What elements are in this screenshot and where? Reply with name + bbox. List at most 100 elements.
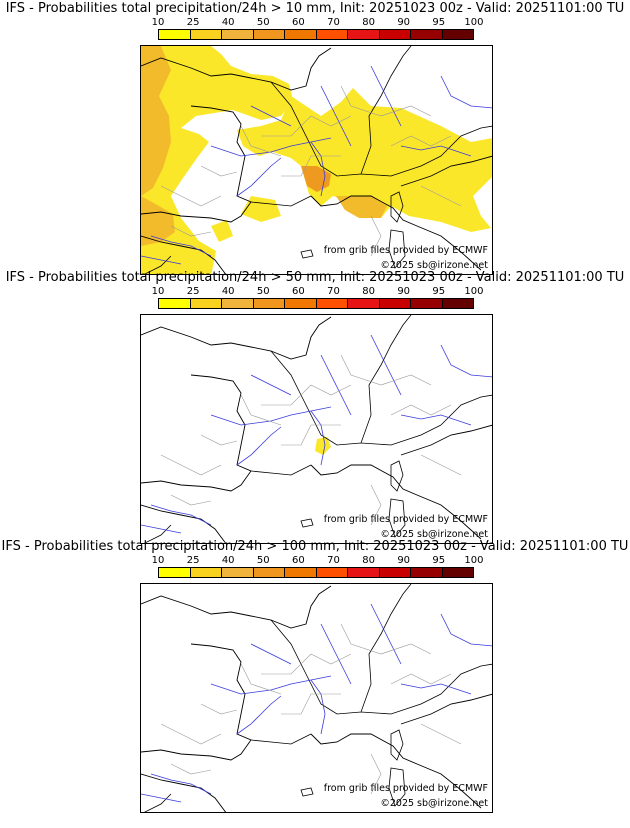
rivers xyxy=(141,65,492,265)
colorbar-swatch xyxy=(222,568,254,577)
colorbar-tick-label: 70 xyxy=(327,286,340,297)
country-borders xyxy=(144,584,492,812)
colorbar-swatch xyxy=(348,299,380,308)
colorbar-labels: 10 25 40 50 60 70 80 90 95 100 xyxy=(140,286,500,298)
colorbar-tick-label: 25 xyxy=(186,555,200,566)
colorbar-swatch xyxy=(190,568,222,577)
colorbar-tick-label: 80 xyxy=(362,17,375,28)
precip-map: from grib files provided by ECMWF ©2025 s… xyxy=(140,45,493,275)
colorbar-swatch xyxy=(190,299,222,308)
colorbar-swatch xyxy=(316,568,348,577)
admin-boundaries xyxy=(160,354,462,526)
colorbar xyxy=(158,298,474,309)
colorbar-swatch xyxy=(285,299,317,308)
colorbar-swatch xyxy=(285,568,317,577)
credit-source: from grib files provided by ECMWF xyxy=(323,245,488,256)
admin-boundaries xyxy=(160,85,462,257)
map-canvas xyxy=(141,584,492,812)
credit-copyright: ©2025 sb@irizone.net xyxy=(380,798,488,809)
colorbar-tick-label: 40 xyxy=(221,286,235,297)
colorbar-swatch xyxy=(159,568,191,577)
colorbar-tick-label: 90 xyxy=(397,555,411,566)
colorbar-labels: 10 25 40 50 60 70 80 90 95 100 xyxy=(140,555,500,567)
colorbar-tick-label: 60 xyxy=(292,17,305,28)
panel-title: IFS - Probabilities total precipitation/… xyxy=(5,270,625,285)
colorbar-tick-label: 100 xyxy=(464,286,484,297)
admin-boundaries xyxy=(160,623,462,795)
prob-area-atlantic xyxy=(141,46,171,196)
colorbar-tick-label: 10 xyxy=(151,555,165,566)
colorbar-swatch xyxy=(379,30,411,39)
colorbar-tick-label: 95 xyxy=(432,555,446,566)
corsica-outline xyxy=(390,460,404,492)
sardinia-outline xyxy=(388,767,406,807)
colorbar-swatch xyxy=(159,299,191,308)
colorbar-swatch xyxy=(222,299,254,308)
prob-area-west xyxy=(141,46,293,274)
colorbar-swatch xyxy=(442,30,473,39)
map-panel-1: IFS - Probabilities total precipitation/… xyxy=(0,0,630,275)
credit-source: from grib files provided by ECMWF xyxy=(323,514,488,525)
colorbar-tick-label: 80 xyxy=(362,555,375,566)
colorbar-tick-label: 40 xyxy=(221,17,235,28)
colorbar-tick-label: 70 xyxy=(327,17,340,28)
colorbar-tick-label: 90 xyxy=(397,286,411,297)
panel-title: IFS - Probabilities total precipitation/… xyxy=(1,539,629,554)
prob-area-rhone-spot xyxy=(315,437,331,455)
coastline xyxy=(141,585,492,812)
map-canvas xyxy=(141,315,492,543)
colorbar-tick-label: 25 xyxy=(186,17,200,28)
balearic-outline xyxy=(300,518,314,528)
map-canvas xyxy=(141,46,492,274)
prob-area-ligurian xyxy=(336,196,387,218)
colorbar-swatch xyxy=(442,299,473,308)
colorbar-swatch xyxy=(379,568,411,577)
rivers xyxy=(141,603,492,803)
precip-map: from grib files provided by ECMWF ©2025 s… xyxy=(140,583,493,813)
colorbar-swatch xyxy=(442,568,473,577)
map-panel-2: IFS - Probabilities total precipitation/… xyxy=(0,269,630,544)
colorbar-tick-label: 25 xyxy=(186,286,200,297)
colorbar xyxy=(158,29,474,40)
colorbar-swatch xyxy=(316,299,348,308)
colorbar-swatch xyxy=(253,299,285,308)
credit-copyright: ©2025 sb@irizone.net xyxy=(380,260,488,271)
colorbar-tick-label: 100 xyxy=(464,555,484,566)
country-borders xyxy=(144,315,492,543)
balearic-outline xyxy=(300,787,314,797)
colorbar-swatch xyxy=(222,30,254,39)
colorbar-tick-label: 50 xyxy=(256,555,270,566)
prob-area-iberia-north xyxy=(141,196,175,246)
corsica-outline xyxy=(390,729,404,761)
colorbar-swatch xyxy=(316,30,348,39)
colorbar-swatch xyxy=(411,299,443,308)
map-panel-3: IFS - Probabilities total precipitation/… xyxy=(0,538,630,813)
colorbar-swatch xyxy=(253,30,285,39)
colorbar-swatch xyxy=(285,30,317,39)
colorbar-tick-label: 60 xyxy=(292,286,305,297)
colorbar-swatch xyxy=(348,30,380,39)
balearic-outline xyxy=(300,249,314,259)
colorbar-labels: 10 25 40 50 60 70 80 90 95 100 xyxy=(140,17,500,29)
colorbar-tick-label: 95 xyxy=(432,286,446,297)
colorbar-swatch xyxy=(159,30,191,39)
colorbar xyxy=(158,567,474,578)
colorbar-tick-label: 80 xyxy=(362,286,375,297)
colorbar-tick-label: 50 xyxy=(256,286,270,297)
colorbar-tick-label: 100 xyxy=(464,17,484,28)
prob-area-central xyxy=(237,88,492,232)
colorbar-swatch xyxy=(411,568,443,577)
colorbar-tick-label: 50 xyxy=(256,17,270,28)
prob-area-spain-spot xyxy=(211,220,233,242)
sardinia-outline xyxy=(388,498,406,538)
colorbar-tick-label: 40 xyxy=(221,555,235,566)
colorbar-swatch xyxy=(348,568,380,577)
colorbar-tick-label: 95 xyxy=(432,17,446,28)
colorbar-tick-label: 90 xyxy=(397,17,411,28)
sardinia-outline xyxy=(388,229,406,269)
country-borders xyxy=(144,46,492,274)
colorbar-swatch xyxy=(411,30,443,39)
precip-map: from grib files provided by ECMWF ©2025 s… xyxy=(140,314,493,544)
panel-title: IFS - Probabilities total precipitation/… xyxy=(5,1,625,16)
coastline xyxy=(141,316,492,543)
